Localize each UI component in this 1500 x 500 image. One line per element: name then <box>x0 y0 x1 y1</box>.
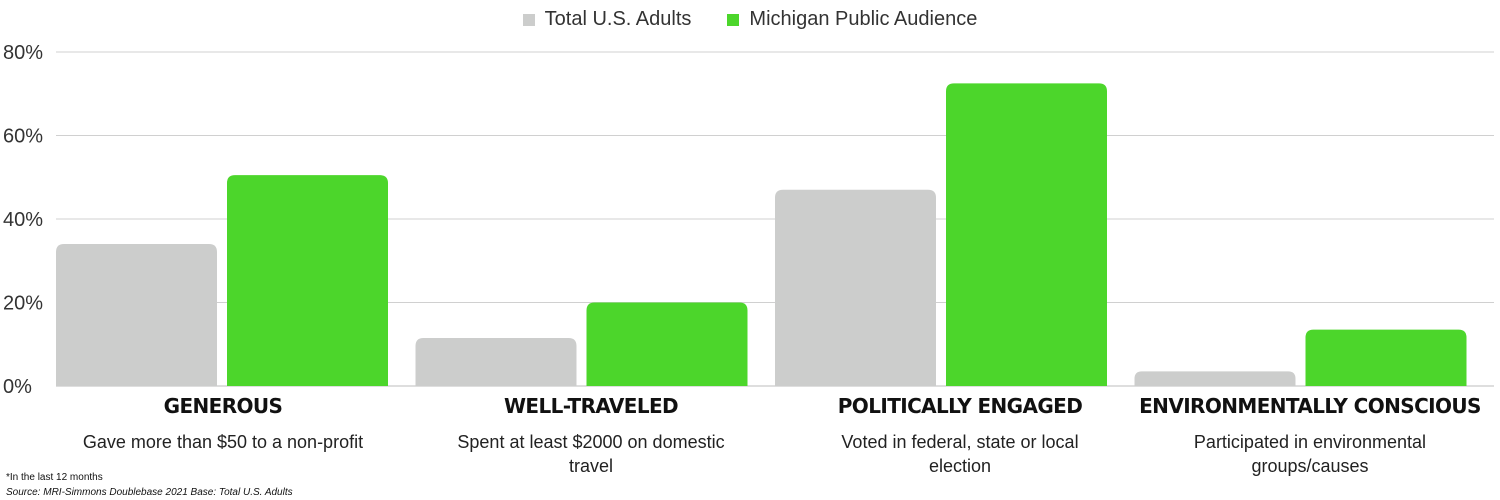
legend-item-total: Total U.S. Adults <box>522 8 692 31</box>
y-tick-label: 20% <box>3 293 43 315</box>
y-tick-label: 0% <box>3 376 32 398</box>
category-subtitle: Gave more than $50 to a non-profit <box>82 432 364 452</box>
category-title: POLITICALLY ENGAGED <box>837 394 1083 418</box>
legend-label-michigan: Michigan Public Audience <box>749 8 978 30</box>
legend-item-michigan: Michigan Public Audience <box>727 8 977 31</box>
category-well-traveled: WELL-TRAVELED Spent at least $2000 on do… <box>406 394 776 478</box>
legend-swatch-michigan <box>727 13 740 26</box>
category-subtitle: Spent at least $2000 on domestic travel <box>457 432 725 476</box>
category-title: GENEROUS <box>163 394 283 418</box>
category-title: WELL-TRAVELED <box>503 394 679 418</box>
bar-total <box>415 337 577 386</box>
bar-michigan <box>946 83 1107 386</box>
legend-swatch-total <box>522 13 535 26</box>
bar-total <box>56 244 217 386</box>
y-tick-label: 40% <box>3 209 43 231</box>
source-note: Source: MRI-Simmons Doublebase 2021 Base… <box>6 487 293 498</box>
category-subtitle: Participated in environmental groups/cau… <box>1193 432 1427 476</box>
category-environmentally-conscious: ENVIRONMENTALLY CONSCIOUS Participated i… <box>1125 394 1495 478</box>
category-title: ENVIRONMENTALLY CONSCIOUS <box>1139 394 1481 418</box>
bar-michigan <box>1305 329 1467 386</box>
bar-michigan <box>227 175 388 386</box>
bar-total <box>775 189 936 386</box>
y-tick-label: 80% <box>3 42 43 64</box>
legend-label-total: Total U.S. Adults <box>544 8 692 30</box>
bar-total <box>1134 371 1296 386</box>
bar-michigan <box>586 302 748 386</box>
legend: Total U.S. Adults Michigan Public Audien… <box>0 8 1500 31</box>
footnote: *In the last 12 months <box>6 472 103 483</box>
category-subtitle: Voted in federal, state or local electio… <box>841 432 1079 476</box>
category-politically-engaged: POLITICALLY ENGAGED Voted in federal, st… <box>775 394 1145 478</box>
category-generous: GENEROUS Gave more than $50 to a non-pro… <box>38 394 408 454</box>
y-tick-label: 60% <box>3 126 43 148</box>
